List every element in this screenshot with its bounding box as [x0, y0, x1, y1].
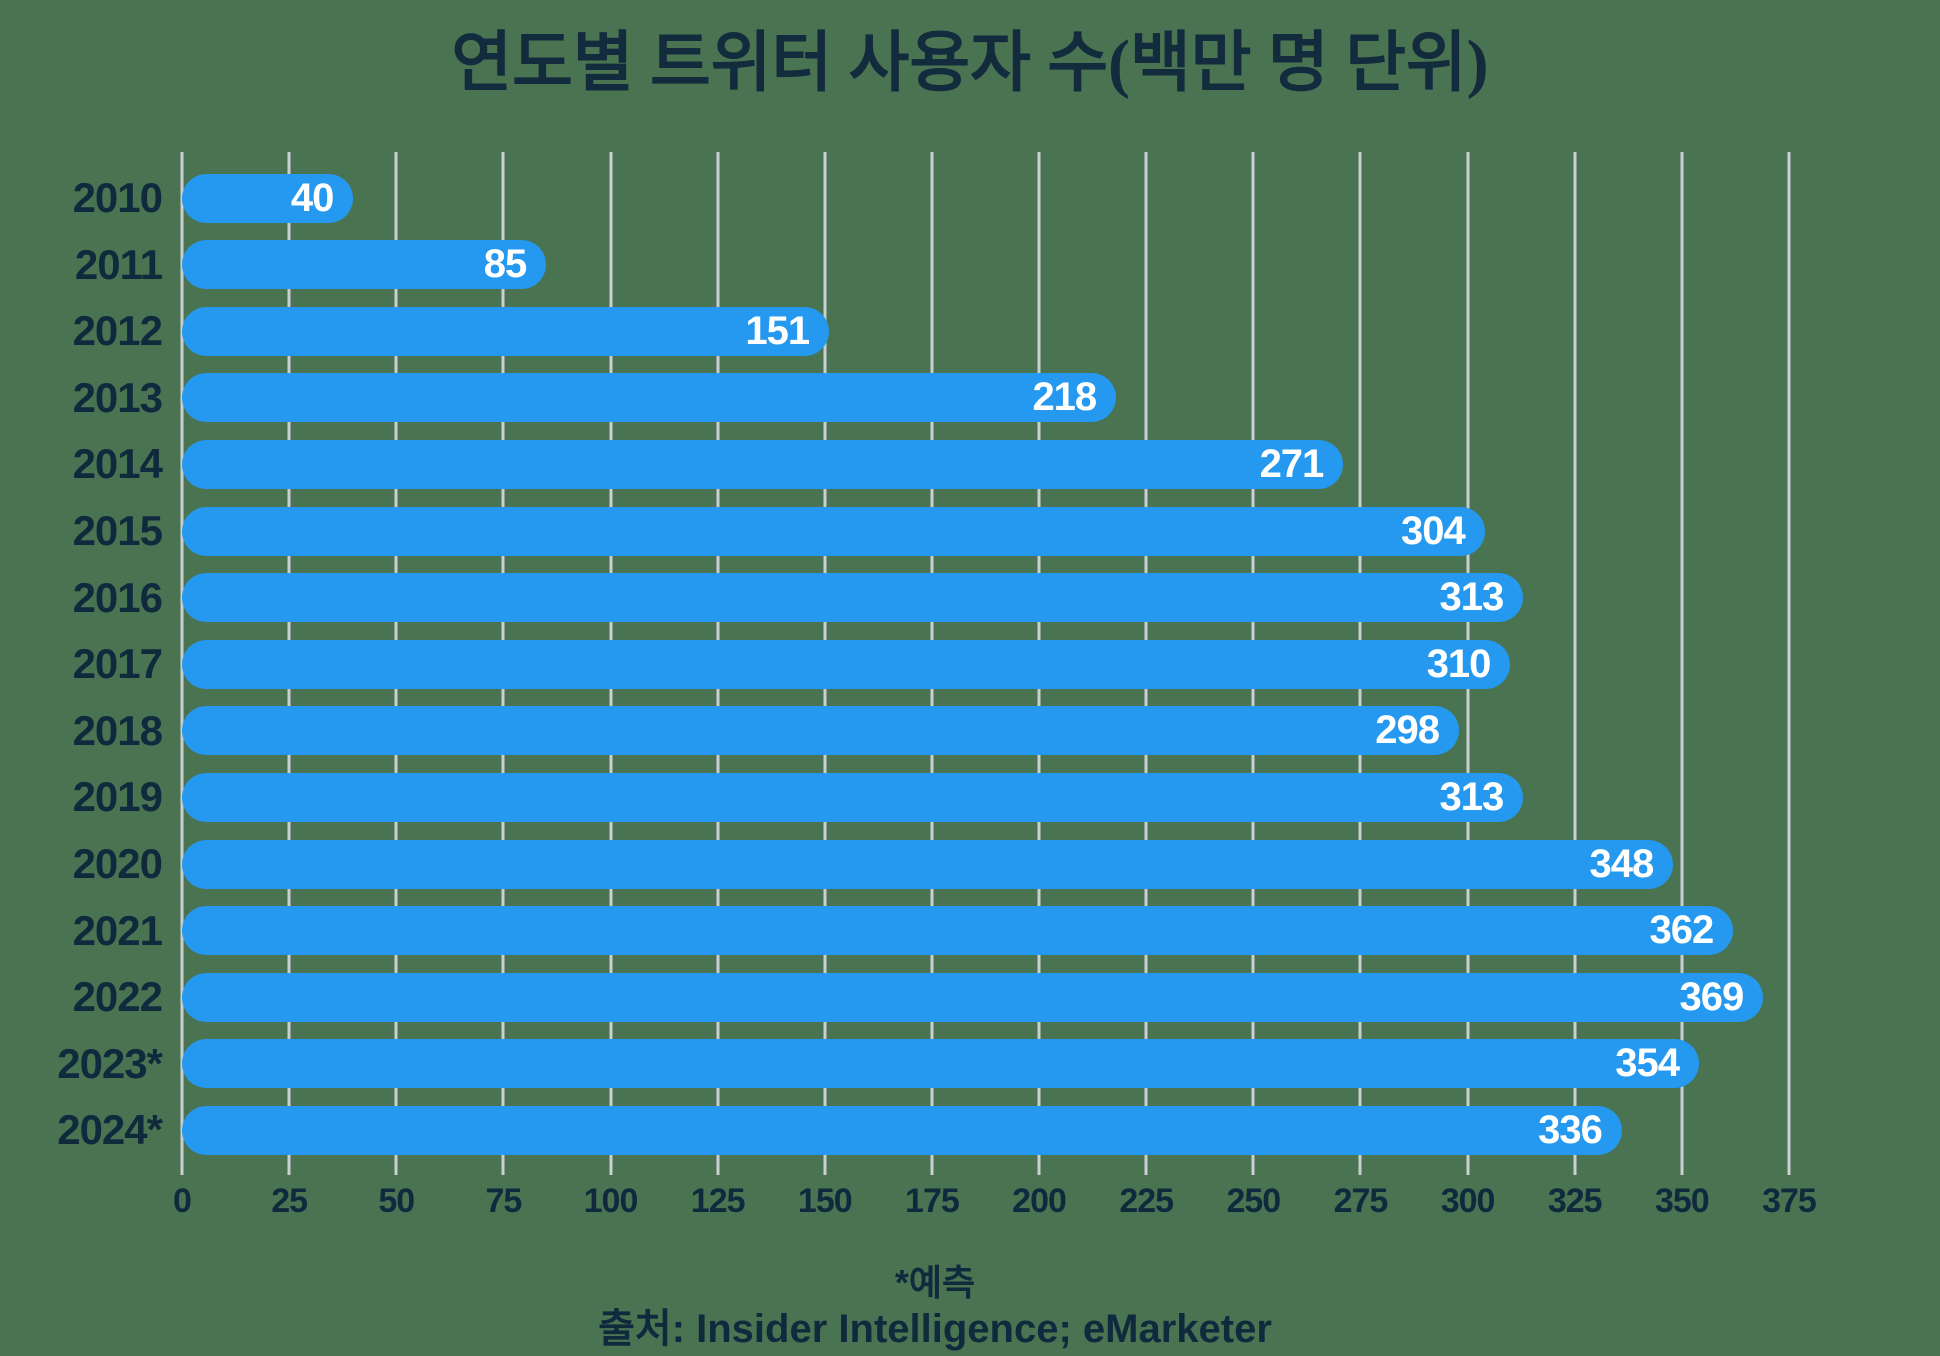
year-label-2021: 2021 [72, 906, 163, 954]
x-tick-label-325: 325 [1547, 1182, 1603, 1220]
bar-2015: 304 [182, 506, 1485, 556]
bar-2017: 310 [182, 639, 1511, 689]
bar-2012: 151 [182, 306, 830, 356]
x-tick-label-300: 300 [1440, 1182, 1496, 1220]
year-label-2019: 2019 [72, 773, 163, 821]
bar-value-label: 298 [1375, 708, 1440, 753]
year-label-2012: 2012 [72, 307, 163, 355]
x-tick-label-225: 225 [1119, 1182, 1174, 1220]
year-label-2018: 2018 [72, 706, 163, 754]
bar-value-label: 310 [1426, 641, 1492, 686]
bar-value-label: 354 [1615, 1041, 1680, 1086]
bar-value-label: 304 [1400, 508, 1466, 553]
forecast-footnote: *예측 [894, 1262, 976, 1303]
bar-value-label: 218 [1032, 375, 1097, 420]
year-label-2014: 2014 [72, 440, 163, 488]
year-label-2023-forecast: 2023* [57, 1039, 163, 1087]
bar-2024-forecast: 336 [182, 1105, 1622, 1155]
source-attribution: 출처: Insider Intelligence; eMarketer [598, 1307, 1272, 1351]
bar-value-label: 313 [1439, 575, 1505, 620]
x-tick-label-100: 100 [583, 1182, 639, 1220]
bar-2019: 313 [182, 772, 1524, 822]
gridline-x-350 [1680, 152, 1684, 1175]
x-tick-label-250: 250 [1226, 1182, 1281, 1220]
bar-value-label: 369 [1679, 974, 1745, 1019]
bar-2010: 40 [182, 173, 354, 223]
x-tick-label-175: 175 [905, 1182, 960, 1220]
bar-value-label: 362 [1649, 908, 1715, 953]
bar-2014: 271 [182, 439, 1344, 489]
gridline-x-325 [1573, 152, 1577, 1175]
x-tick-label-125: 125 [690, 1182, 746, 1220]
x-tick-label-150: 150 [797, 1182, 853, 1220]
bar-value-label: 313 [1439, 774, 1505, 819]
bar-2021: 362 [182, 906, 1734, 956]
bar-2013: 218 [182, 373, 1117, 423]
bar-value-label: 151 [745, 308, 810, 353]
bar-2011: 85 [182, 240, 547, 290]
x-tick-label-75: 75 [485, 1182, 522, 1220]
year-label-2017: 2017 [72, 640, 163, 688]
bar-value-label: 348 [1589, 841, 1655, 886]
bar-value-label: 271 [1259, 441, 1325, 486]
x-tick-label-350: 350 [1654, 1182, 1710, 1220]
bar-2016: 313 [182, 573, 1524, 623]
year-label-2024-forecast: 2024* [57, 1106, 163, 1154]
year-label-2011: 2011 [74, 240, 163, 288]
chart-title: 연도별 트위터 사용자 수(백만 명 단위) [451, 27, 1489, 100]
bar-value-label: 85 [483, 242, 527, 287]
x-tick-label-25: 25 [271, 1182, 308, 1220]
x-tick-label-375: 375 [1762, 1182, 1817, 1220]
gridline-x-375 [1787, 152, 1791, 1175]
year-label-2022: 2022 [72, 973, 163, 1021]
x-tick-label-275: 275 [1333, 1182, 1389, 1220]
x-tick-label-0: 0 [173, 1182, 192, 1220]
year-label-2015: 2015 [72, 507, 163, 554]
bar-2020: 348 [182, 839, 1674, 889]
bar-2018: 298 [182, 706, 1460, 756]
bar-value-label: 336 [1538, 1107, 1603, 1152]
year-label-2020: 2020 [72, 840, 163, 887]
year-label-2010: 2010 [72, 174, 163, 221]
bar-2023-forecast: 354 [182, 1039, 1699, 1089]
x-tick-label-200: 200 [1012, 1182, 1067, 1220]
bar-value-label: 40 [290, 175, 334, 220]
year-label-2013: 2013 [72, 373, 163, 421]
year-label-2016: 2016 [72, 573, 163, 621]
bar-2022: 369 [182, 972, 1764, 1022]
x-tick-label-50: 50 [378, 1182, 415, 1220]
